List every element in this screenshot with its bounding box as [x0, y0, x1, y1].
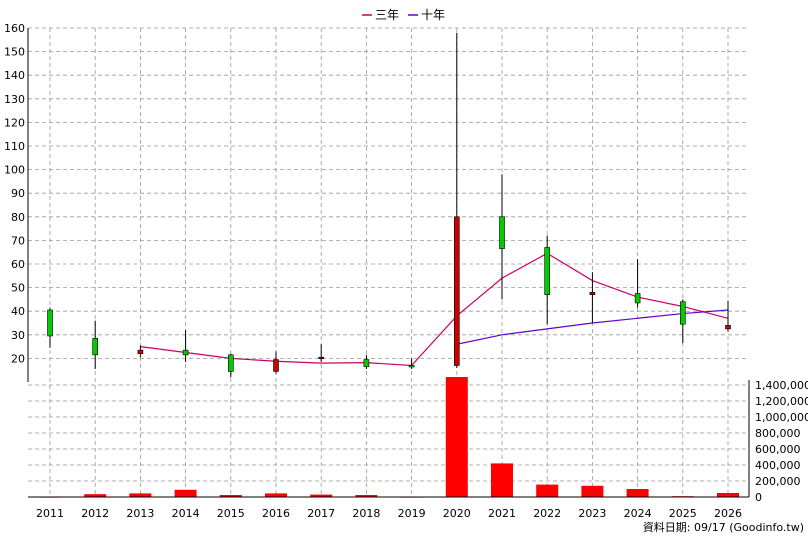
x-tick-label: 2019	[398, 507, 426, 520]
candle-body	[544, 247, 551, 295]
candle-body	[47, 309, 53, 337]
candle	[634, 259, 641, 308]
x-tick-label: 2023	[578, 507, 606, 520]
candle-body	[318, 356, 325, 360]
candle-body	[499, 216, 505, 249]
price-tick-label: 160	[4, 22, 25, 35]
price-tick-label: 70	[11, 234, 25, 247]
legend: 三年 十年	[362, 8, 445, 22]
price-tick-label: 30	[11, 329, 25, 342]
price-tick-label: 120	[4, 116, 25, 129]
volume-bar	[491, 463, 513, 497]
volume-bar	[174, 489, 197, 497]
price-tick-label: 110	[4, 140, 25, 153]
volume-bar	[265, 493, 287, 497]
candle-body	[363, 359, 370, 367]
volume-tick-label: 600,000	[755, 443, 801, 456]
candle	[544, 235, 551, 325]
candle-body	[137, 349, 144, 354]
volume-bar	[445, 377, 468, 497]
tick-labels: 20 30 40 50 60 70 80 90 100 110 120 130 140 150 160 0 20…	[4, 22, 808, 520]
price-tick-label: 150	[4, 46, 25, 59]
candle-body	[182, 349, 189, 356]
axes	[27, 28, 750, 498]
volume-tick-label: 400,000	[755, 459, 801, 472]
candle	[137, 345, 144, 358]
x-tick-label: 2022	[533, 507, 561, 520]
price-tick-label: 50	[11, 282, 25, 295]
x-tick-label: 2021	[488, 507, 516, 520]
volume-tick-label: 800,000	[755, 427, 801, 440]
candle	[408, 358, 415, 370]
price-tick-label: 130	[4, 93, 25, 106]
candle-body	[725, 325, 731, 330]
legend-label-10yr: 十年	[421, 8, 445, 22]
x-tick-label: 2011	[36, 507, 64, 520]
price-tick-label: 80	[11, 211, 25, 224]
legend-label-3yr: 三年	[375, 8, 399, 22]
candle-body	[228, 354, 234, 372]
candle	[499, 174, 505, 300]
volume-bar	[84, 494, 107, 497]
candle	[363, 354, 370, 370]
x-tick-label: 2018	[352, 507, 380, 520]
x-tick-label: 2025	[669, 507, 697, 520]
candle-body	[453, 216, 460, 366]
x-tick-label: 2014	[172, 507, 200, 520]
x-tick-label: 2013	[126, 507, 154, 520]
volume-bar	[581, 485, 604, 497]
candle	[47, 307, 53, 348]
x-tick-label: 2017	[307, 507, 335, 520]
volume-tick-label: 1,400,000	[755, 379, 808, 392]
candle	[453, 32, 460, 368]
price-tick-label: 100	[4, 164, 25, 177]
candle	[679, 299, 686, 344]
data-date-footer: 資料日期: 09/17 (Goodinfo.tw)	[643, 520, 804, 534]
candle-body	[589, 292, 596, 295]
x-tick-label: 2020	[443, 507, 471, 520]
candle-body	[634, 293, 641, 304]
candle	[273, 351, 279, 374]
price-tick-label: 40	[11, 305, 25, 318]
candle-body	[92, 338, 98, 356]
candle	[182, 330, 189, 362]
candle	[725, 300, 731, 332]
candle	[589, 272, 596, 323]
candle	[92, 320, 98, 370]
volume-bar	[536, 484, 559, 497]
volume-bar	[310, 494, 333, 497]
volume-tick-label: 1,000,000	[755, 411, 808, 424]
x-tick-label: 2016	[262, 507, 290, 520]
candle-body	[273, 359, 279, 372]
volume-tick-label: 200,000	[755, 475, 801, 488]
volume-bar	[219, 495, 242, 497]
candle	[228, 353, 234, 378]
x-tick-label: 2015	[217, 507, 245, 520]
candle-body	[679, 301, 686, 325]
price-tick-label: 60	[11, 258, 25, 271]
volume-bar	[355, 495, 378, 497]
volume-tick-label: 0	[755, 491, 762, 504]
candle	[318, 344, 325, 362]
volume-bar	[626, 489, 649, 497]
x-tick-label: 2024	[624, 507, 652, 520]
candlesticks	[47, 32, 731, 378]
x-tick-label: 2012	[81, 507, 109, 520]
volume-bar	[717, 493, 739, 497]
price-tick-label: 20	[11, 352, 25, 365]
volume-tick-label: 1,200,000	[755, 395, 808, 408]
price-tick-label: 140	[4, 69, 25, 82]
ma-line-3yr	[140, 252, 729, 367]
volume-bar	[129, 493, 152, 497]
volume-bars	[39, 377, 739, 498]
candle-body	[408, 365, 415, 368]
price-tick-label: 90	[11, 187, 25, 200]
x-tick-label: 2026	[714, 507, 742, 520]
